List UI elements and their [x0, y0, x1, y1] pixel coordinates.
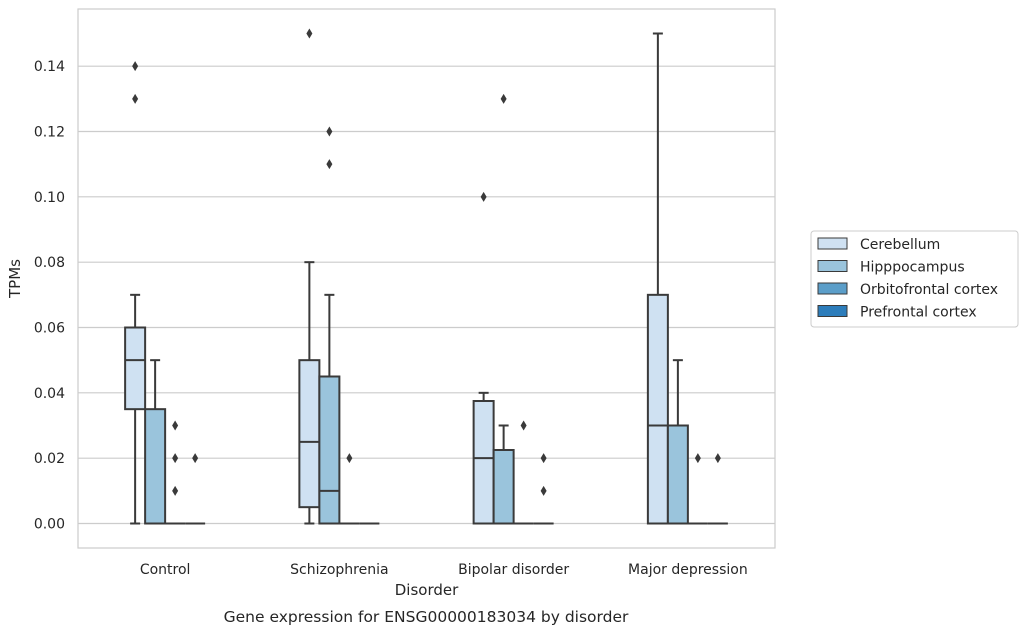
outlier-point	[306, 28, 313, 39]
y-tick-label: 0.00	[34, 517, 65, 533]
outlier-point	[694, 453, 701, 464]
box-cerebellum	[646, 32, 669, 525]
y-tick-label: 0.10	[34, 190, 65, 206]
legend-swatch	[817, 305, 848, 317]
outlier-point	[172, 485, 179, 496]
y-axis-label: TPMs	[6, 259, 24, 299]
outlier-point	[500, 93, 507, 104]
legend-swatch	[817, 260, 848, 272]
box-hipppocampus	[666, 359, 689, 525]
outlier-point	[192, 453, 199, 464]
legend: Cerebellum Hipppocampus Orbitofrontal cort…	[810, 230, 1019, 328]
outlier-point	[326, 159, 333, 170]
box-hipppocampus	[144, 359, 167, 525]
x-tick-label: Schizophrenia	[290, 562, 388, 578]
legend-label: Orbitofrontal cortex	[860, 282, 998, 298]
boxes	[124, 28, 728, 525]
box-body	[144, 408, 167, 525]
box-cerebellum	[298, 28, 321, 525]
y-tick-label: 0.04	[34, 386, 65, 402]
x-axis-label: Disorder	[395, 581, 459, 599]
box-prefrontal-cortex	[533, 453, 554, 525]
legend-label: Hipppocampus	[860, 260, 965, 276]
box-orbitofrontal-cortex	[687, 453, 708, 525]
y-tick-label: 0.14	[34, 59, 65, 75]
legend-label: Prefrontal cortex	[860, 305, 977, 321]
box-body	[318, 375, 341, 525]
plot-frame	[77, 8, 776, 549]
outlier-point	[172, 420, 179, 431]
outlier-point	[326, 126, 333, 137]
outlier-point	[172, 453, 179, 464]
chart-title: Gene expression for ENSG00000183034 by d…	[224, 608, 629, 626]
legend-frame	[810, 230, 1019, 328]
box-orbitofrontal-cortex	[339, 453, 360, 525]
outlier-point	[132, 93, 139, 104]
box-body	[666, 424, 689, 525]
x-tick-label: Major depression	[628, 562, 748, 578]
y-axis-ticks: 0.00 0.02 0.04 0.06 0.08 0.10 0.12 0.14	[34, 59, 65, 532]
y-tick-label: 0.08	[34, 255, 65, 271]
box-cerebellum	[472, 191, 495, 525]
outlier-point	[520, 420, 527, 431]
x-tick-label: Bipolar disorder	[458, 562, 569, 578]
y-tick-label: 0.12	[34, 125, 65, 141]
legend-swatch	[817, 282, 848, 295]
box-cerebellum	[124, 61, 147, 525]
outlier-point	[540, 485, 547, 496]
y-tick-label: 0.02	[34, 451, 65, 467]
box-body	[472, 400, 495, 525]
x-axis-ticks: Control Schizophrenia Bipolar disorder Majo…	[140, 562, 748, 578]
box-hipppocampus	[492, 93, 515, 525]
box-orbitofrontal-cortex	[513, 420, 534, 525]
box-orbitofrontal-cortex	[165, 420, 186, 525]
box-hipppocampus	[318, 126, 341, 525]
outlier-point	[132, 61, 139, 72]
outlier-point	[480, 191, 487, 202]
legend-swatch	[817, 237, 848, 250]
box-body	[492, 449, 515, 525]
outlier-point	[714, 453, 721, 464]
outlier-point	[540, 453, 547, 464]
box-prefrontal-cortex	[707, 453, 728, 525]
box-body	[298, 359, 321, 509]
y-tick-label: 0.06	[34, 321, 65, 337]
legend-label: Cerebellum	[860, 237, 940, 253]
box-body	[646, 293, 669, 525]
outlier-point	[346, 453, 353, 464]
x-tick-label: Control	[140, 562, 191, 578]
box-body	[124, 326, 147, 411]
box-prefrontal-cortex	[185, 453, 206, 525]
